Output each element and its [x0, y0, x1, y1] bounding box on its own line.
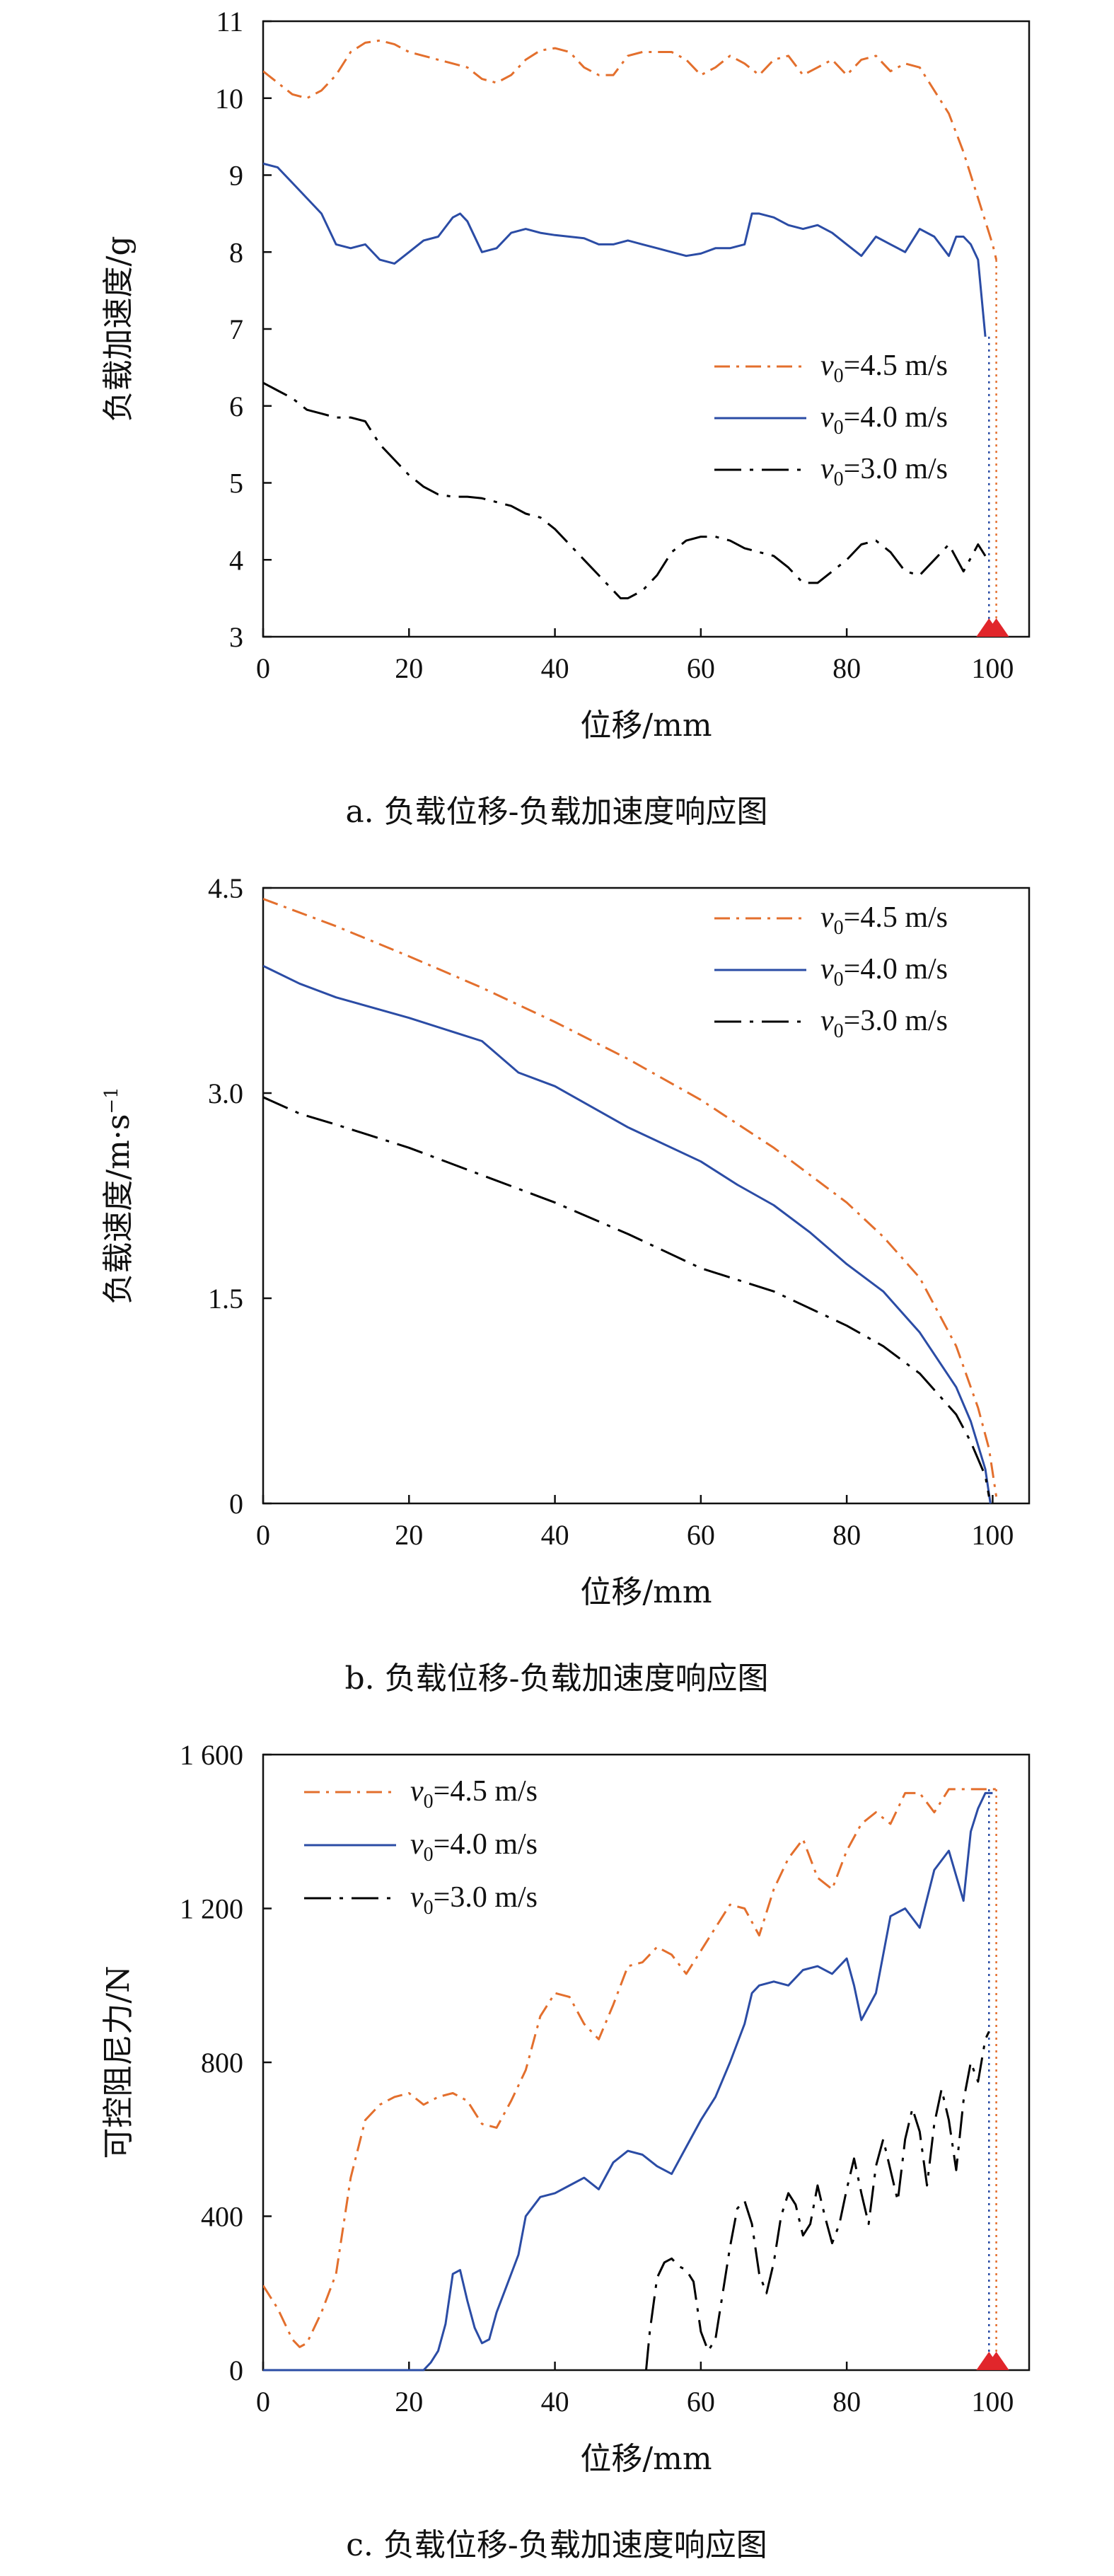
series-line-v30	[263, 381, 987, 600]
x-tick-label: 100	[971, 652, 1014, 684]
x-axis-label: 位移/mm	[580, 707, 712, 744]
x-tick-label: 40	[541, 2386, 569, 2418]
series-line-v45	[263, 39, 998, 260]
x-tick-label: 60	[687, 1519, 715, 1551]
y-tick-label: 3	[229, 621, 243, 653]
y-tick-label: 11	[216, 6, 243, 37]
series-line-v40	[263, 964, 992, 1504]
x-tick-label: 40	[541, 1519, 569, 1551]
x-tick-label: 100	[971, 1519, 1014, 1551]
legend-label: v0=4.0 m/s	[820, 953, 948, 990]
y-tick-label: 8	[229, 236, 243, 268]
series-line-v30	[645, 2031, 990, 2371]
legend-label: v0=3.0 m/s	[410, 1881, 538, 1919]
series-line-v45	[263, 1788, 1000, 2348]
figure-caption: c. 负载位移-负载加速度响应图	[346, 2527, 767, 2563]
x-tick-label: 100	[971, 2386, 1014, 2418]
y-tick-label: 800	[201, 2047, 243, 2079]
x-tick-label: 20	[395, 652, 423, 684]
series-line-v45	[263, 898, 998, 1497]
y-tick-label: 1 200	[180, 1893, 243, 1925]
series-line-v40	[263, 1791, 993, 2372]
y-tick-label: 400	[201, 2201, 243, 2233]
x-tick-label: 60	[687, 2386, 715, 2418]
end-marker-triangle	[983, 2352, 1009, 2370]
y-tick-label: 4.5	[208, 872, 243, 904]
x-tick-label: 80	[832, 2386, 861, 2418]
y-tick-label: 10	[215, 83, 243, 115]
y-tick-label: 9	[229, 160, 243, 192]
legend-label: v0=4.0 m/s	[410, 1828, 538, 1866]
x-tick-label: 0	[256, 652, 270, 684]
y-tick-label: 3.0	[208, 1078, 243, 1109]
y-axis-label: 负载加速度/g	[100, 236, 137, 422]
chart-damping-force: 0 20 40 60 80 100 0 400 800 1 200 1 600 位移/mm 可控阻尼力/…	[100, 1739, 1031, 2563]
y-tick-label: 1.5	[208, 1283, 243, 1315]
y-tick-label: 5	[229, 468, 243, 499]
x-tick-label: 80	[832, 652, 861, 684]
y-axis-label-superscript: −1	[101, 1087, 122, 1114]
y-tick-label: 6	[229, 391, 243, 422]
legend-label: v0=4.5 m/s	[820, 350, 948, 387]
plot-frame	[262, 1753, 1031, 2372]
y-tick-label: 1 600	[180, 1739, 243, 1771]
x-tick-label: 0	[256, 1519, 270, 1551]
x-tick-label: 40	[541, 652, 569, 684]
figure-caption: b. 负载位移-负载加速度响应图	[344, 1660, 768, 1697]
x-tick-label: 20	[395, 2386, 423, 2418]
legend-label: v0=4.5 m/s	[410, 1775, 538, 1813]
chart-acceleration: 0 20 40 60 80 100 3 4 5 6 7 8 9 10 11 位移/mm 负载加速度/g a. 负载…	[100, 6, 1031, 830]
series-line-v40	[263, 162, 987, 337]
x-tick-label: 20	[395, 1519, 423, 1551]
y-tick-label: 4	[229, 544, 243, 576]
legend-label: v0=4.5 m/s	[820, 901, 948, 939]
plot-frame	[262, 20, 1031, 638]
y-tick-label: 7	[229, 313, 243, 345]
legend-label: v0=3.0 m/s	[820, 1005, 948, 1042]
x-tick-label: 80	[832, 1519, 861, 1551]
x-axis-label: 位移/mm	[580, 1574, 712, 1610]
end-marker-triangle	[983, 618, 1009, 637]
series-line-v30	[263, 1096, 990, 1497]
y-axis-label: 可控阻尼力/N	[100, 1965, 137, 2159]
y-axis-label: 负载速度/m·s−1	[100, 1087, 137, 1304]
x-tick-label: 60	[687, 652, 715, 684]
x-tick-label: 0	[256, 2386, 270, 2418]
legend-label: v0=3.0 m/s	[820, 453, 948, 490]
chart-velocity: 0 20 40 60 80 100 0 1.5 3.0 4.5 位移/mm 负载速度/m·s−1 b. …	[100, 872, 1031, 1697]
legend-label: v0=4.0 m/s	[820, 401, 948, 439]
y-tick-label: 0	[229, 1488, 243, 1520]
x-axis-label: 位移/mm	[580, 2441, 712, 2477]
figure-caption: a. 负载位移-负载加速度响应图	[345, 794, 767, 830]
plot-frame	[262, 886, 1031, 1505]
y-tick-label: 0	[229, 2355, 243, 2386]
